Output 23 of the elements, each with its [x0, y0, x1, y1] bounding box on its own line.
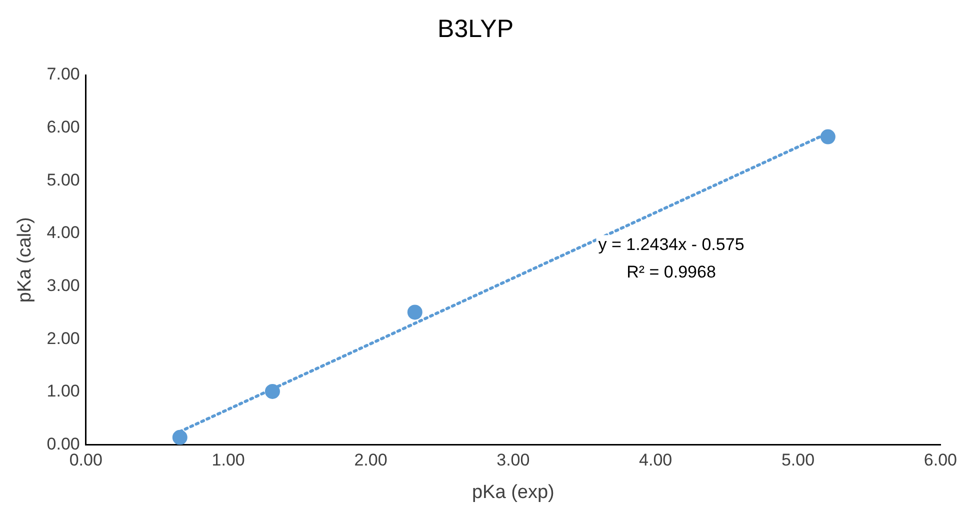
y-tick-label: 0.00 [46, 434, 80, 454]
x-tick-label: 1.00 [212, 450, 245, 470]
annotation: y = 1.2434x - 0.575 [598, 234, 744, 254]
y-axis-title: pKa (calc) [14, 217, 36, 303]
y-tick-label: 6.00 [46, 118, 80, 137]
point [407, 304, 422, 320]
y-tick-label: 1.00 [46, 382, 80, 401]
y-tick-label: 7.00 [46, 64, 80, 84]
x-tick-label: 2.00 [354, 450, 388, 470]
y-tick-label: 4.00 [46, 223, 80, 242]
y-tick-label: 5.00 [46, 170, 80, 190]
x-axis-title: pKa (exp) [472, 482, 554, 503]
x-tick-label: 6.00 [924, 450, 958, 470]
x-tick-label: 5.00 [781, 450, 815, 470]
chart-title: B3LYP [438, 14, 514, 43]
x-tick-label: 3.00 [496, 450, 530, 470]
x-tick-label: 0.00 [69, 450, 102, 470]
point [820, 129, 836, 144]
point [172, 430, 188, 445]
annotation: R² = 0.9968 [626, 262, 716, 282]
y-tick-label: 2.00 [46, 328, 80, 348]
y-tick-label: 3.00 [46, 276, 80, 295]
x-tick-label: 4.00 [639, 450, 672, 470]
